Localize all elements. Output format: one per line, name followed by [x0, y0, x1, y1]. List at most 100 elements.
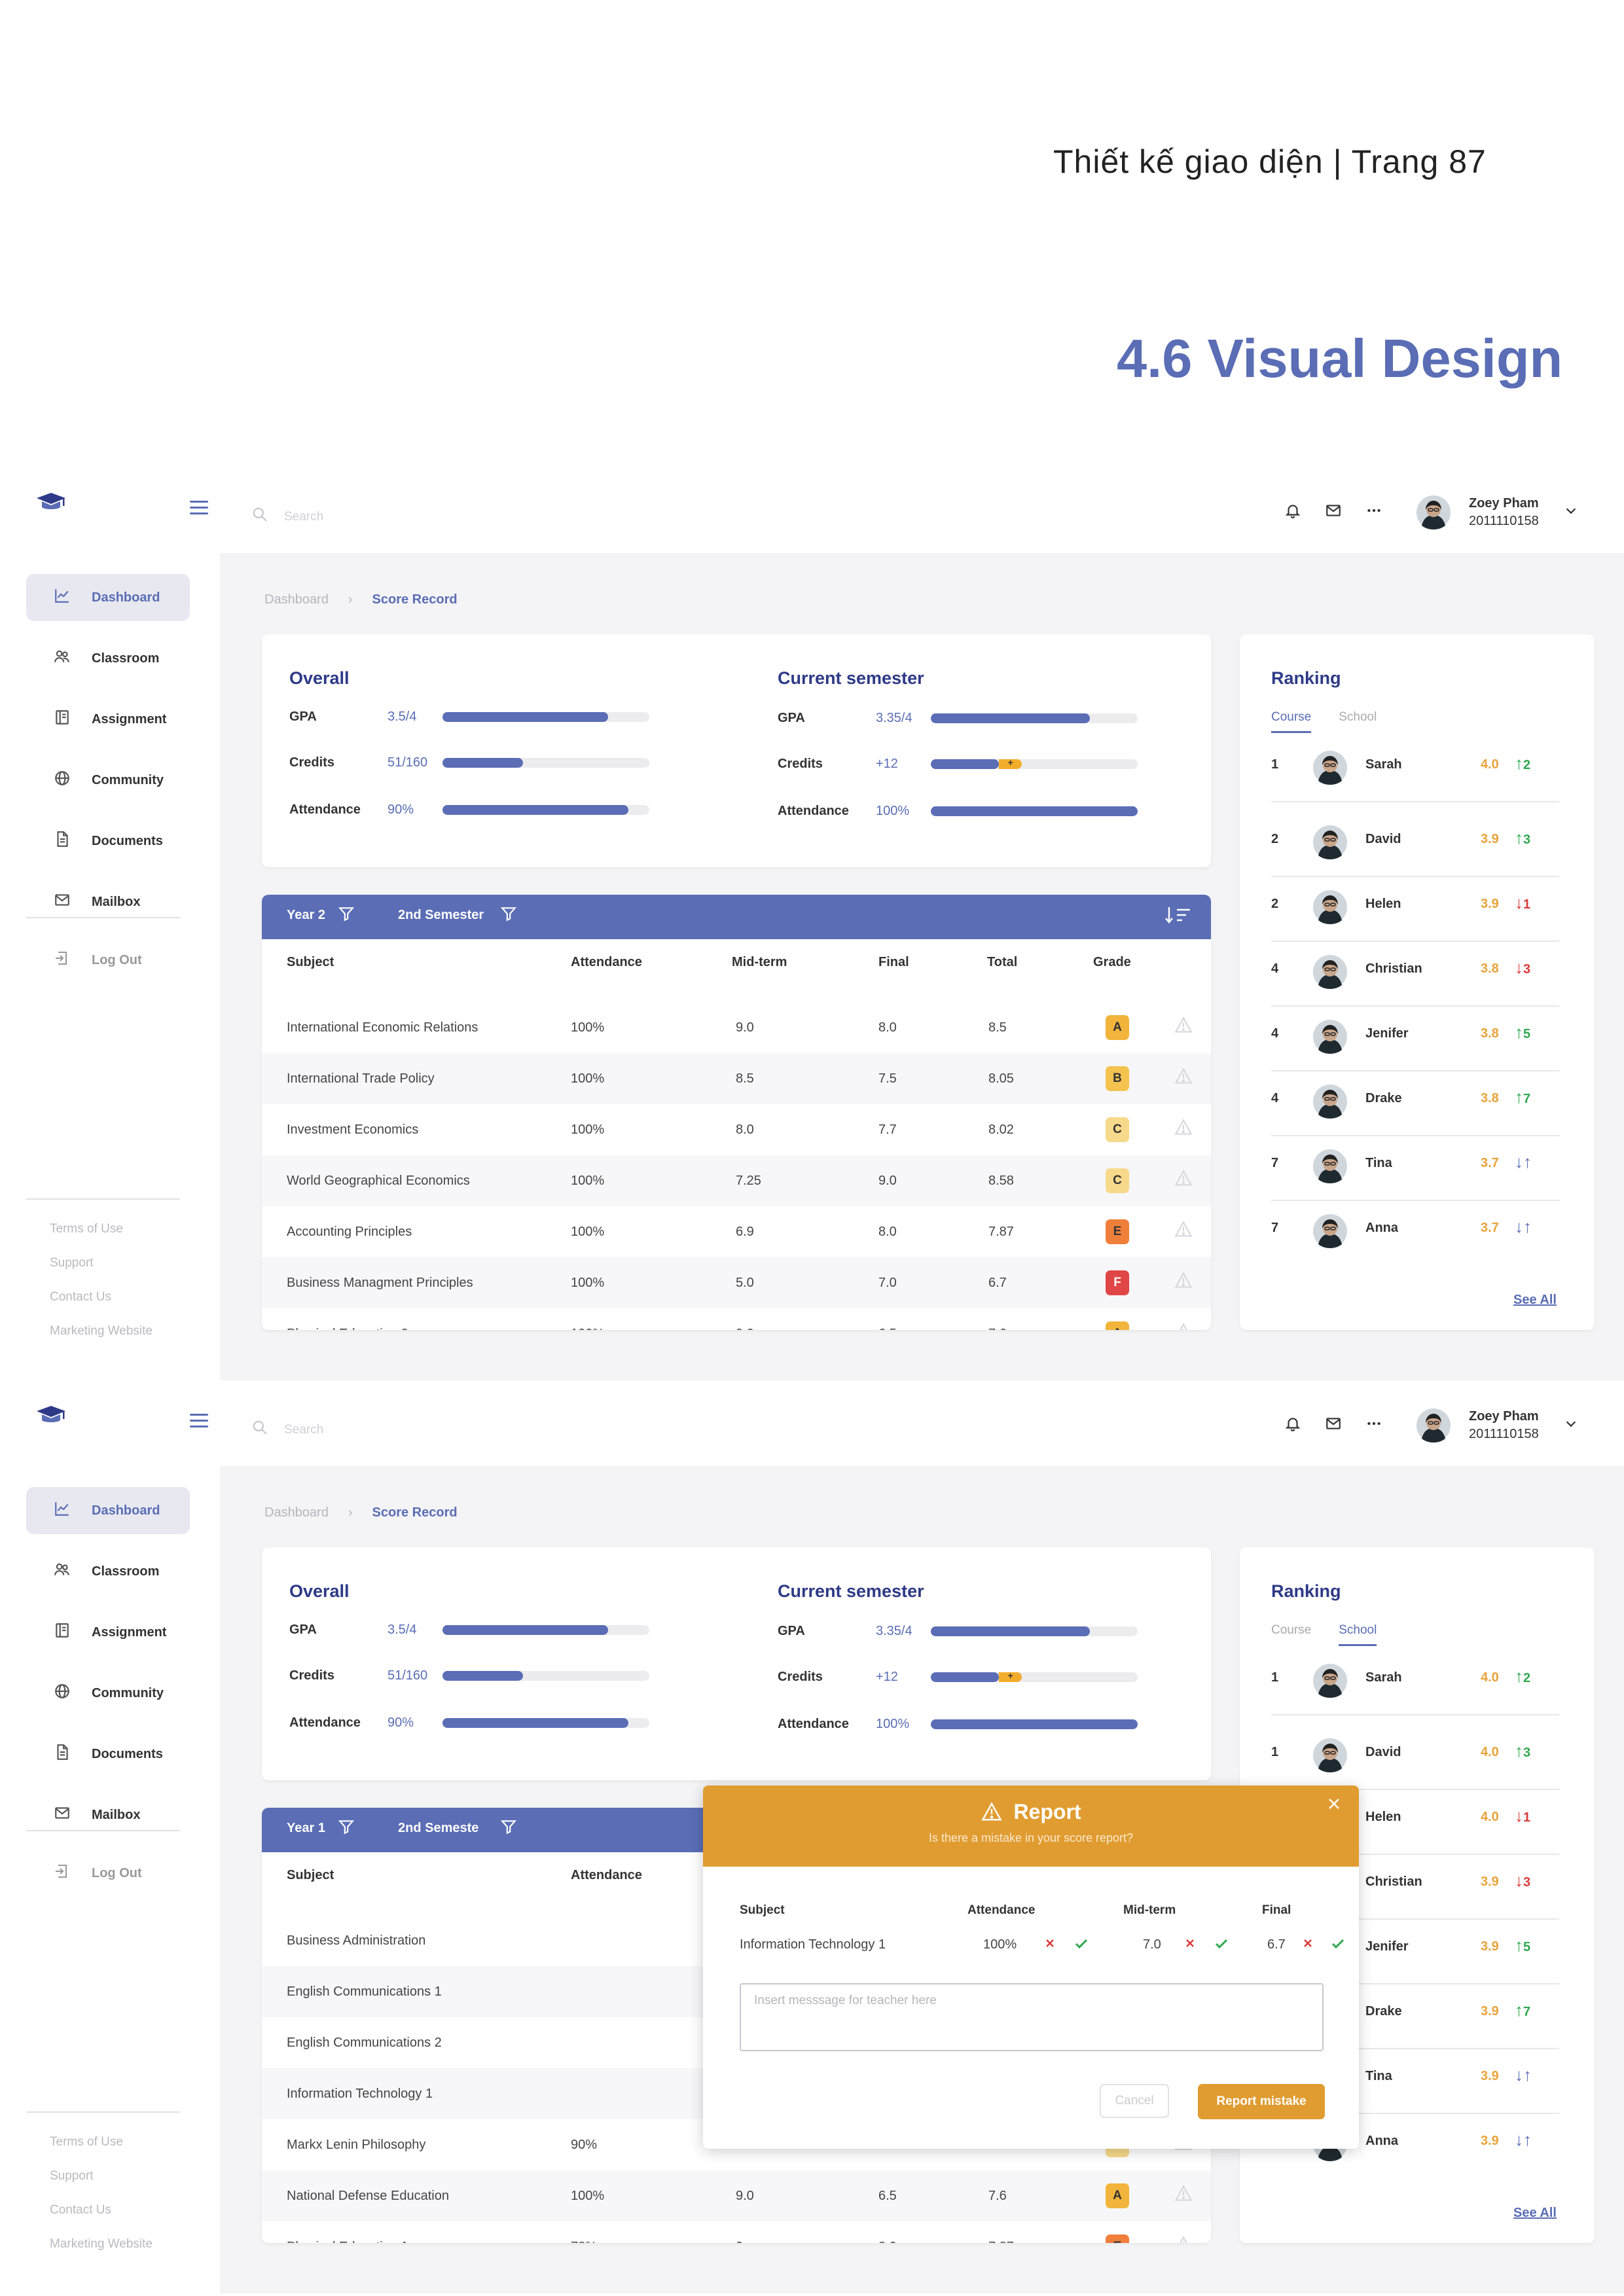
semester-filter[interactable]: 2nd Semeste: [398, 1821, 479, 1835]
sidebar-item-dashboard[interactable]: Dashboard: [26, 574, 190, 621]
more-icon[interactable]: [1354, 502, 1394, 524]
footer-link[interactable]: Terms of Use: [50, 2135, 123, 2149]
envelope-icon[interactable]: [1313, 502, 1354, 524]
warning-icon[interactable]: [1174, 1170, 1193, 1191]
user-menu[interactable]: Zoey Pham 2011110158: [1416, 1408, 1578, 1443]
metric-attendance: Attendance 90%: [289, 1710, 649, 1736]
ranking-row[interactable]: 4 Christian 3.8 ↓3: [1271, 941, 1559, 1007]
ranking-row[interactable]: 4 Jenifer 3.8 ↑5: [1271, 1005, 1559, 1071]
chevron-down-icon[interactable]: [1564, 503, 1578, 522]
breadcrumb-root[interactable]: Dashboard: [264, 1505, 329, 1520]
warning-icon[interactable]: [1174, 2185, 1193, 2206]
confirm-attendance-icon[interactable]: [1074, 1936, 1089, 1956]
warning-icon[interactable]: [1174, 1119, 1193, 1140]
ranking-row[interactable]: 1 Sarah 4.0 ↑2: [1271, 736, 1559, 802]
logo[interactable]: [35, 1406, 67, 1426]
ranking-row[interactable]: 2 David 3.9 ↑3: [1271, 811, 1559, 877]
envelope-icon[interactable]: [1313, 1415, 1354, 1437]
confirm-final-icon[interactable]: [1330, 1936, 1346, 1956]
warning-icon[interactable]: [1174, 1221, 1193, 1242]
table-row[interactable]: World Geographical Economics 100% 7.25 9…: [262, 1155, 1211, 1206]
sidebar-item-mailbox[interactable]: Mailbox: [26, 878, 190, 925]
table-row[interactable]: International Trade Policy 100% 8.5 7.5 …: [262, 1053, 1211, 1104]
student-score: 3.8: [1481, 1091, 1499, 1105]
ranking-row[interactable]: 4 Drake 3.8 ↑7: [1271, 1070, 1559, 1136]
logout-button[interactable]: Log Out: [26, 947, 142, 973]
sort-descending-icon[interactable]: [1164, 905, 1193, 929]
footer-link[interactable]: Marketing Website: [50, 2237, 153, 2251]
sidebar-item-dashboard[interactable]: Dashboard: [26, 1487, 190, 1534]
year-filter[interactable]: Year 2: [287, 908, 325, 922]
ranking-row[interactable]: 1 David 4.0 ↑3: [1271, 1724, 1559, 1790]
table-row[interactable]: Investment Economics 100% 8.0 7.7 8.02 C: [262, 1104, 1211, 1155]
year-filter[interactable]: Year 1: [287, 1821, 325, 1835]
sidebar-item-classroom[interactable]: Classroom: [26, 635, 190, 682]
warning-icon[interactable]: [1174, 1323, 1193, 1330]
ranking-row[interactable]: 1 Sarah 4.0 ↑2: [1271, 1649, 1559, 1715]
student-name: Christian: [1365, 961, 1422, 976]
warning-icon[interactable]: [1174, 1067, 1193, 1089]
ranking-title: Ranking: [1271, 668, 1341, 688]
footer-link[interactable]: Marketing Website: [50, 1324, 153, 1338]
semester-filter[interactable]: 2nd Semester: [398, 908, 484, 922]
tab-course[interactable]: Course: [1271, 710, 1312, 733]
tab-course[interactable]: Course: [1271, 1623, 1312, 1637]
filter-icon[interactable]: [500, 905, 517, 927]
bell-icon[interactable]: [1272, 502, 1313, 524]
sidebar-item-mailbox[interactable]: Mailbox: [26, 1791, 190, 1839]
menu-icon[interactable]: [190, 501, 208, 518]
table-row[interactable]: Physical Education 2 100% 9.0 6.5 7.6 A: [262, 1308, 1211, 1330]
footer-link[interactable]: Contact Us: [50, 2203, 111, 2217]
footer-link[interactable]: Support: [50, 1256, 94, 1270]
table-row[interactable]: National Defense Education 100% 9.0 6.5 …: [262, 2170, 1211, 2221]
sidebar-item-assignment[interactable]: Assignment: [26, 1609, 190, 1656]
logout-button[interactable]: Log Out: [26, 1860, 142, 1886]
cancel-button[interactable]: Cancel: [1100, 2084, 1169, 2118]
ranking-row[interactable]: 7 Tina 3.7 ↓↑: [1271, 1135, 1559, 1201]
reject-attendance-icon[interactable]: [1043, 1936, 1056, 1954]
reject-final-icon[interactable]: [1301, 1936, 1314, 1954]
warning-icon[interactable]: [1174, 1272, 1193, 1293]
footer-link[interactable]: Support: [50, 2169, 94, 2183]
tab-school[interactable]: School: [1339, 710, 1377, 724]
see-all-link[interactable]: See All: [1513, 2206, 1557, 2220]
table-row[interactable]: Accounting Principles 100% 6.9 8.0 7.87 …: [262, 1206, 1211, 1257]
sidebar-item-classroom[interactable]: Classroom: [26, 1548, 190, 1595]
sidebar-item-documents[interactable]: Documents: [26, 1731, 190, 1778]
chevron-down-icon[interactable]: [1564, 1416, 1578, 1435]
sidebar-item-assignment[interactable]: Assignment: [26, 696, 190, 743]
menu-icon[interactable]: [190, 1414, 208, 1431]
ranking-row[interactable]: 2 Helen 3.9 ↓1: [1271, 876, 1559, 942]
user-menu[interactable]: Zoey Pham 2011110158: [1416, 495, 1578, 529]
report-mistake-button[interactable]: Report mistake: [1198, 2084, 1325, 2119]
sidebar-item-documents[interactable]: Documents: [26, 817, 190, 865]
warning-icon[interactable]: [1174, 2236, 1193, 2243]
table-row[interactable]: Physical Education 1 78% 9 8.0 7.87 E: [262, 2221, 1211, 2243]
filter-icon[interactable]: [500, 1818, 517, 1840]
sidebar-item-community[interactable]: Community: [26, 757, 190, 804]
midterm-cell: 9.0: [736, 1020, 754, 1035]
sidebar-item-community[interactable]: Community: [26, 1670, 190, 1717]
filter-icon[interactable]: [338, 1818, 355, 1840]
logo[interactable]: [35, 493, 67, 512]
table-row[interactable]: Business Managment Principles 100% 5.0 7…: [262, 1257, 1211, 1308]
tab-school[interactable]: School: [1339, 1623, 1377, 1646]
filter-icon[interactable]: [338, 905, 355, 927]
bell-icon[interactable]: [1272, 1415, 1313, 1437]
search-bar[interactable]: [251, 1419, 547, 1441]
see-all-link[interactable]: See All: [1513, 1293, 1557, 1307]
warning-icon[interactable]: [1174, 1016, 1193, 1038]
search-input[interactable]: [283, 1422, 547, 1438]
close-icon[interactable]: [1326, 1795, 1342, 1817]
ranking-row[interactable]: 7 Anna 3.7 ↓↑: [1271, 1200, 1559, 1265]
table-row[interactable]: International Economic Relations 100% 9.…: [262, 1002, 1211, 1053]
message-input[interactable]: [740, 1983, 1324, 2051]
search-input[interactable]: [283, 509, 547, 525]
footer-link[interactable]: Contact Us: [50, 1290, 111, 1304]
breadcrumb-root[interactable]: Dashboard: [264, 592, 329, 607]
reject-midterm-icon[interactable]: [1183, 1936, 1197, 1954]
more-icon[interactable]: [1354, 1415, 1394, 1437]
confirm-midterm-icon[interactable]: [1214, 1936, 1229, 1956]
search-bar[interactable]: [251, 506, 547, 528]
footer-link[interactable]: Terms of Use: [50, 1222, 123, 1236]
